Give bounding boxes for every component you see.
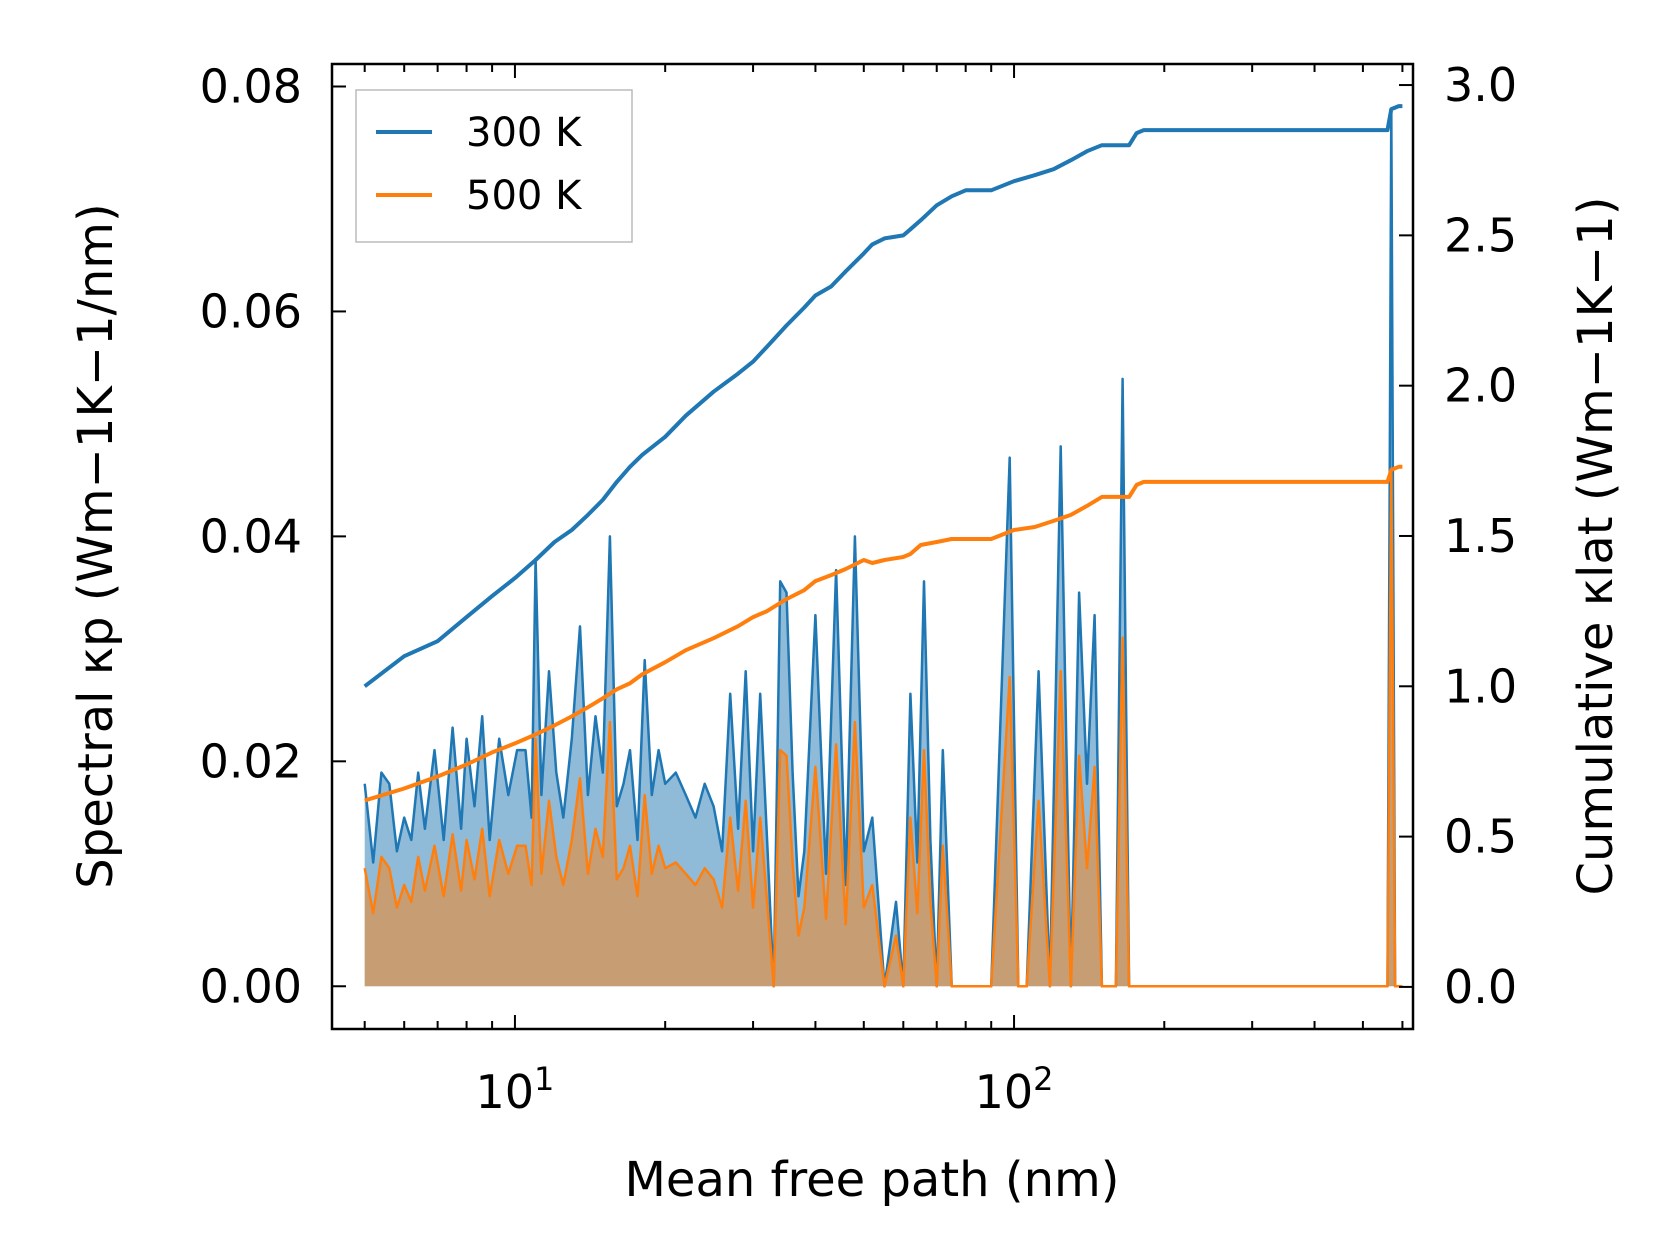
tick-labels: 101 102 0.00 0.02 0.04 0.06 0.08 0.0 0.5 1.0 1.5 2.… (200, 58, 1518, 1119)
right-y-axis-label: Cumulative κlat (Wm−1K−1) (1568, 197, 1624, 896)
spectral-fills (363, 107, 1403, 988)
y-right-tick-label: 0.0 (1444, 960, 1517, 1014)
spectral-line-500k (363, 467, 1403, 988)
legend-label-300k: 300 K (466, 110, 583, 156)
plot-frame (330, 62, 1415, 1031)
y-left-tick-label: 0.04 (200, 509, 302, 563)
spectral-area-500k (364, 468, 1403, 987)
x-axis-label: Mean free path (nm) (625, 1152, 1120, 1208)
x-tick-label: 101 (475, 1060, 554, 1119)
y-left-tick-label: 0.02 (200, 734, 302, 788)
y-right-tick-label: 1.0 (1444, 659, 1517, 713)
legend-box (355, 89, 633, 243)
legend-label-500k: 500 K (466, 173, 583, 219)
y-right-tick-label: 2.5 (1444, 208, 1517, 262)
y-right-tick-label: 1.5 (1444, 509, 1517, 563)
axis-ticks (332, 64, 1413, 1029)
y-left-tick-label: 0.06 (200, 284, 302, 338)
y-left-tick-label: 0.00 (200, 959, 302, 1013)
y-left-tick-label: 0.08 (200, 59, 302, 113)
y-right-tick-label: 2.0 (1444, 359, 1517, 413)
legend: 300 K 500 K (355, 89, 633, 243)
y-right-tick-label: 0.5 (1444, 810, 1517, 864)
left-y-axis-label: Spectral κp (Wm−1K−1/nm) (68, 203, 124, 888)
y-right-tick-label: 3.0 (1444, 58, 1517, 112)
spectral-line-300k (363, 107, 1403, 988)
series-lines (363, 104, 1403, 803)
x-tick-label: 102 (975, 1060, 1054, 1119)
cumulative-line-300k (363, 104, 1403, 688)
cumulative-line-500k (364, 464, 1403, 803)
